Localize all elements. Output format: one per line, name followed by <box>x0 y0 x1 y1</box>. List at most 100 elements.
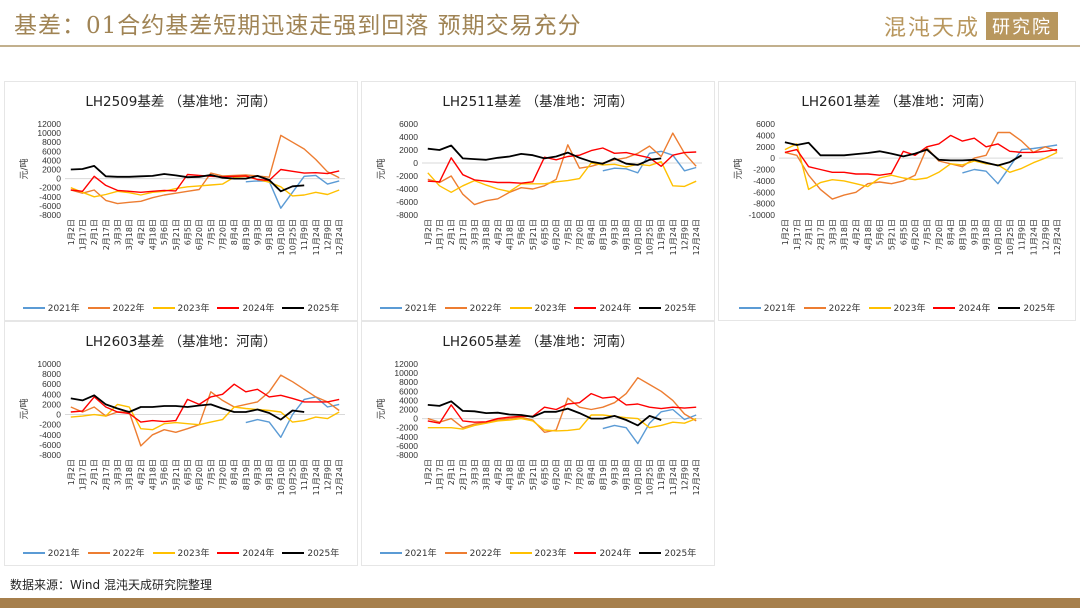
x-tick-label: 1月2日 <box>67 219 76 245</box>
y-tick-label: 8000 <box>42 369 61 379</box>
x-tick-label: 10月10日 <box>634 459 643 495</box>
x-tick-label: 2月1日 <box>447 459 456 485</box>
legend-item: 2022年 <box>803 301 861 314</box>
x-tick-label: 9月3日 <box>611 459 620 485</box>
y-tick-label: 0 <box>413 158 418 168</box>
x-tick-label: 6月5日 <box>184 459 193 485</box>
x-tick-label: 2月17日 <box>459 219 468 250</box>
series-line-2022 <box>70 374 340 447</box>
legend-swatch <box>803 306 826 309</box>
x-tick-label: 8月4日 <box>587 219 596 245</box>
y-axis-label: 元/吨 <box>18 398 30 419</box>
chart-svg: 6000 4000 2000 0 -2000 -4000 -6000 -8000 元/吨 1月2日… <box>375 119 702 255</box>
y-tick-label: -2000 <box>39 183 61 193</box>
legend-label: 2023年 <box>177 304 210 314</box>
x-tick-label: 3月18日 <box>840 219 849 250</box>
legend-label: 2023年 <box>177 549 210 559</box>
x-tick-label: 4月18日 <box>149 459 158 490</box>
footer-bar <box>0 598 1080 608</box>
y-tick-label: 12000 <box>394 359 418 369</box>
legend-swatch <box>933 306 956 309</box>
y-tick-label: 0 <box>56 174 61 184</box>
x-tick-label: 4月18日 <box>864 219 873 250</box>
x-tick-label: 9月3日 <box>254 459 263 485</box>
series-line-2023 <box>784 143 1058 191</box>
legend-swatch <box>22 306 45 309</box>
x-tick-label: 6月20日 <box>911 219 920 250</box>
x-tick-label: 9月18日 <box>982 219 991 250</box>
legend-item: 2025年 <box>282 546 339 559</box>
legend-swatch <box>639 551 662 554</box>
series-line-2025 <box>70 394 305 421</box>
legend-item: 2023年 <box>509 301 566 314</box>
chart-legend: 2021年 2022年 2023年 2024年 2025年 <box>5 546 357 559</box>
legend-swatch <box>444 551 467 554</box>
y-tick-label: 2000 <box>399 405 418 415</box>
x-tick-label: 5月6日 <box>517 459 526 485</box>
legend-item: 2024年 <box>574 546 631 559</box>
x-tick-label: 10月25日 <box>646 459 655 495</box>
chart-panel-lh2605: LH2605基差 （基准地：河南） 12000 10000 8000 6000 4000… <box>361 321 715 566</box>
series-line-2024 <box>427 392 697 424</box>
x-tick-label: 3月3日 <box>471 459 480 485</box>
x-tick-label: 3月18日 <box>125 459 134 490</box>
x-tick-label: 7月5日 <box>923 219 932 245</box>
series-line-2023 <box>70 175 340 198</box>
legend-item: 2022年 <box>87 546 145 559</box>
x-tick-label: 2月1日 <box>447 219 456 245</box>
legend-label: 2024年 <box>242 304 275 314</box>
x-tick-label: 3月18日 <box>482 459 491 490</box>
x-tick-label: 11月24日 <box>669 459 678 495</box>
x-tick-label: 12月9日 <box>1041 219 1050 250</box>
y-tick-label: 6000 <box>42 146 61 156</box>
series-line-2021 <box>602 408 697 445</box>
legend-label: 2021年 <box>47 304 80 314</box>
legend-swatch <box>152 306 175 309</box>
legend-label: 2025年 <box>307 304 340 314</box>
x-tick-label: 9月18日 <box>265 219 274 250</box>
x-tick-label: 8月4日 <box>230 459 239 485</box>
x-tick-label: 11月24日 <box>312 219 321 255</box>
x-tick-label: 11月24日 <box>312 459 321 495</box>
header-divider <box>0 45 1080 47</box>
x-tick-label: 4月2日 <box>494 459 503 485</box>
legend-swatch <box>574 306 597 309</box>
y-tick-label: 10000 <box>394 368 418 378</box>
y-tick-label: 2000 <box>399 145 418 155</box>
x-tick-label: 5月6日 <box>160 459 169 485</box>
y-tick-label: 6000 <box>756 119 775 129</box>
y-tick-label: -10000 <box>749 210 776 220</box>
y-tick-label: -6000 <box>39 201 61 211</box>
chart-svg: 120001000080006000400020000-2000-4000-60… <box>18 119 345 255</box>
chart-svg: 120001000080006000400020000-2000-4000-60… <box>375 359 702 495</box>
y-tick-label: -4000 <box>396 184 418 194</box>
y-tick-label: -4000 <box>753 176 775 186</box>
x-tick-label: 12月9日 <box>324 219 333 250</box>
x-tick-label: 8月19日 <box>958 219 967 250</box>
x-tick-label: 11月9日 <box>300 459 309 490</box>
legend-label: 2022年 <box>112 304 145 314</box>
x-tick-label: 7月5日 <box>207 219 216 245</box>
y-tick-label: 6000 <box>42 379 61 389</box>
x-tick-label: 7月5日 <box>207 459 216 485</box>
legend-label: 2025年 <box>664 304 697 314</box>
x-tick-label: 12月24日 <box>692 459 701 495</box>
legend-label: 2022年 <box>112 549 145 559</box>
data-source-note: 数据来源：Wind 混沌天成研究院整理 <box>10 578 212 592</box>
x-tick-label: 6月5日 <box>541 459 550 485</box>
legend-item: 2025年 <box>282 301 339 314</box>
legend-item: 2025年 <box>998 301 1055 314</box>
logo-text: 混沌天成 <box>883 16 980 41</box>
x-tick-label: 10月10日 <box>634 219 643 255</box>
y-tick-label: -4000 <box>39 430 61 440</box>
y-tick-label: 10000 <box>37 128 61 138</box>
x-tick-label: 6月5日 <box>899 219 908 245</box>
x-tick-label: 5月21日 <box>529 459 538 490</box>
x-tick-label: 2月1日 <box>805 219 814 245</box>
x-tick-label: 1月17日 <box>79 459 88 490</box>
x-tick-label: 7月20日 <box>219 219 228 250</box>
series-line-2022 <box>784 131 1058 200</box>
x-tick-label: 4月18日 <box>149 219 158 250</box>
x-tick-label: 6月5日 <box>541 219 550 245</box>
series-line-2025 <box>784 141 1023 167</box>
